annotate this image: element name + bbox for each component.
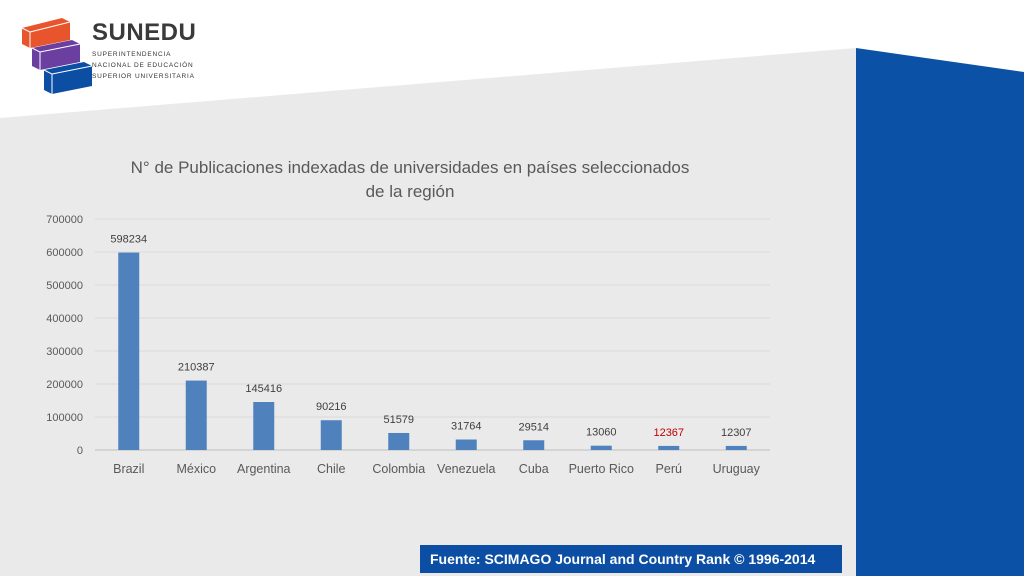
y-axis-tick-labels: 0 100000 200000 300000 400000 500000 600000 700…: [46, 214, 83, 457]
x-tick-label: Argentina: [237, 462, 291, 476]
data-label: 210387: [178, 362, 215, 374]
grey-background-band: [0, 48, 856, 576]
x-tick-label: Cuba: [519, 462, 549, 476]
brand-name: SUNEDU: [92, 19, 197, 46]
y-tick-label: 700000: [46, 214, 83, 226]
bar: [658, 445, 680, 450]
y-tick-label: 100000: [46, 412, 83, 424]
data-label: 12307: [721, 427, 752, 439]
bar: [253, 402, 275, 450]
x-tick-label: Venezuela: [437, 462, 495, 476]
bar: [320, 420, 342, 450]
x-axis-tick-labels: Brazil México Argentina Chile Colombia Venezu…: [113, 462, 761, 476]
bar: [118, 252, 140, 450]
x-tick-label: Uruguay: [713, 462, 761, 476]
y-tick-label: 200000: [46, 379, 83, 391]
bar: [185, 380, 207, 450]
bar: [590, 445, 612, 450]
bar: [388, 432, 410, 450]
x-tick-label: Puerto Rico: [569, 462, 634, 476]
sunedu-logo-icon: [21, 18, 93, 94]
brand-subtitle-line-2: NACIONAL DE EDUCACIÓN: [92, 62, 194, 69]
bar: [455, 439, 477, 450]
source-text: Fuente: SCIMAGO Journal and Country Rank…: [430, 551, 816, 567]
chart-title-line-1: N° de Publicaciones indexadas de univers…: [131, 158, 690, 177]
brand-block: SUNEDU SUPERINTENDENCIA NACIONAL DE EDUC…: [92, 20, 196, 82]
data-label: 51579: [383, 414, 414, 426]
data-label: 598234: [110, 234, 147, 246]
y-tick-label: 0: [77, 445, 83, 457]
x-tick-label: Colombia: [372, 462, 425, 476]
source-banner: Fuente: SCIMAGO Journal and Country Rank…: [420, 545, 842, 573]
data-label: 90216: [316, 401, 347, 413]
y-tick-label: 400000: [46, 313, 83, 325]
x-tick-label: México: [176, 462, 216, 476]
bars: [118, 252, 747, 450]
data-labels: 598234 210387 145416 90216 51579 31764 29514 13…: [110, 234, 751, 439]
chart-title-line-2: de la región: [366, 182, 455, 201]
data-label: 13060: [586, 427, 617, 439]
data-label: 12367: [653, 427, 684, 439]
x-tick-label: Chile: [317, 462, 346, 476]
brand-subtitle-line-1: SUPERINTENDENCIA: [92, 51, 172, 58]
brand-subtitle-line-3: SUPERIOR UNIVERSITARIA: [92, 73, 195, 80]
data-label: 29514: [518, 421, 549, 433]
data-label: 145416: [245, 383, 282, 395]
y-tick-label: 300000: [46, 346, 83, 358]
y-tick-label: 500000: [46, 280, 83, 292]
data-label: 31764: [451, 421, 482, 433]
x-tick-label: Brazil: [113, 462, 144, 476]
bar: [523, 440, 545, 450]
bar: [725, 445, 747, 450]
y-tick-label: 600000: [46, 247, 83, 259]
blue-corner-panel: [856, 48, 1024, 576]
gridlines: [95, 218, 770, 451]
x-tick-label: Perú: [656, 462, 682, 476]
